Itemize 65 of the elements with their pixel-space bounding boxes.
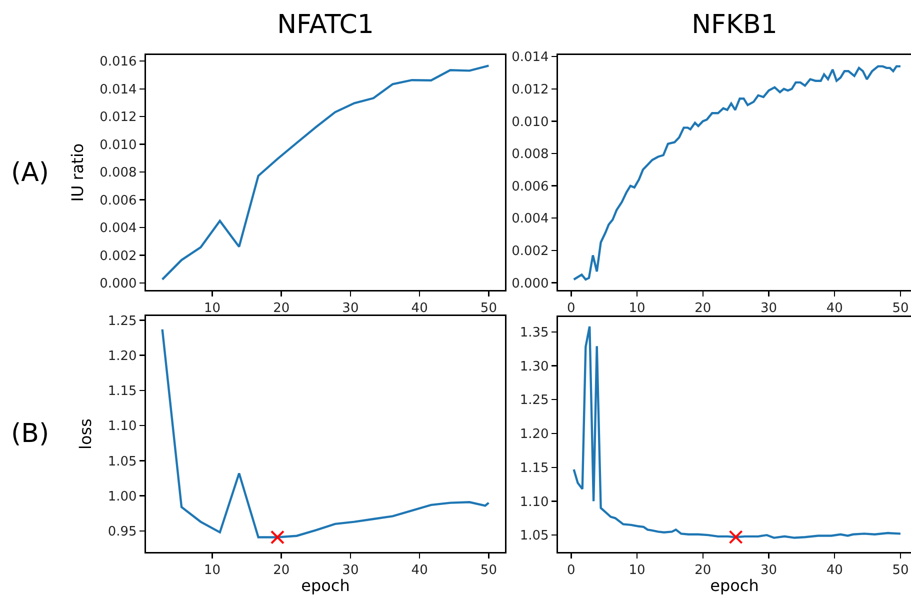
y-axis-title: IU ratio [68,143,87,202]
x-tick-label: 50 [892,301,909,316]
y-tick-label: 0.008 [100,166,137,181]
y-tick-label: 0.014 [100,82,137,98]
y-tick-label: 0.002 [512,244,549,259]
x-tick-label: 30 [760,301,778,316]
x-tick-label: 10 [204,563,220,578]
x-tick-label: 0 [567,301,576,316]
y-tick-label: 1.10 [520,494,549,510]
text: (A) [11,158,50,188]
chart-title: NFATC1 [277,10,374,40]
y-tick-label: 1.20 [108,348,137,364]
x-tick-label: 20 [273,563,290,578]
line-series [161,64,490,281]
chart-title: NFKB1 [692,10,778,40]
text: (B) [11,419,50,449]
y-tick-label: 0.008 [512,147,549,162]
y-tick-label: 1.10 [108,419,137,434]
x-tick-label: 40 [411,563,428,578]
y-tick-label: 1.25 [108,314,137,329]
y-tick-label: 1.05 [520,528,549,544]
x-tick-label: 40 [411,301,428,316]
y-axis-title: loss [76,418,96,450]
x-tick-label: 30 [342,301,359,316]
line-series [572,65,902,281]
y-tick-label: 0.016 [100,54,137,70]
y-tick-label: 1.25 [520,393,549,408]
y-tick-label: 0.004 [100,221,137,236]
line-series [572,325,902,539]
y-tick-label: 1.20 [520,427,549,442]
y-tick-label: 0.010 [512,114,549,130]
y-tick-label: 1.15 [108,384,137,399]
y-tick-label: 0.000 [100,276,137,292]
x-tick-label: 50 [892,563,909,578]
x-tick-label: 0 [567,563,576,578]
y-tick-label: 0.95 [108,524,137,540]
x-tick-label: 30 [760,563,778,578]
x-axis-title: epoch [301,576,350,595]
x-tick-label: 20 [273,301,290,316]
y-tick-label: 0.000 [512,276,549,292]
x-axis-title: epoch [710,576,759,595]
y-tick-label: 0.006 [512,179,549,194]
y-tick-label: 0.004 [512,212,549,227]
x-tick-label: 40 [826,563,843,578]
x-tick-label: 10 [204,301,220,316]
line-series [161,328,490,538]
y-tick-label: 1.30 [520,359,549,374]
x-tick-label: 10 [628,301,646,316]
y-tick-label: 1.35 [520,325,549,340]
x-tick-label: 40 [826,301,843,316]
y-tick-label: 0.010 [100,138,137,153]
y-tick-label: 0.012 [100,110,137,126]
y-tick-label: 0.006 [100,193,137,208]
x-tick-label: 20 [694,301,712,316]
y-tick-label: 1.00 [108,489,137,504]
y-tick-label: 1.15 [520,460,549,476]
y-tick-label: 0.002 [100,248,137,264]
y-tick-label: 0.014 [512,50,549,66]
y-tick-label: 0.012 [512,82,549,98]
x-tick-label: 50 [480,563,497,578]
y-tick-label: 1.05 [108,454,137,470]
x-tick-label: 50 [480,301,497,316]
x-tick-label: 10 [628,563,646,578]
x-tick-label: 20 [694,563,712,578]
x-tick-label: 30 [342,563,359,578]
